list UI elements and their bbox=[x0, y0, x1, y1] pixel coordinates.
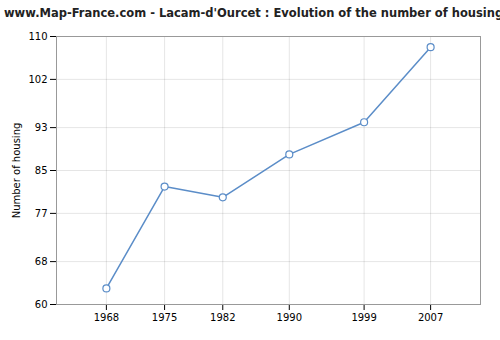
svg-text:110: 110 bbox=[28, 31, 47, 42]
svg-text:1975: 1975 bbox=[152, 312, 177, 323]
svg-text:1999: 1999 bbox=[351, 312, 376, 323]
svg-text:93: 93 bbox=[35, 122, 48, 133]
svg-text:68: 68 bbox=[35, 256, 48, 267]
svg-text:1982: 1982 bbox=[210, 312, 235, 323]
svg-text:102: 102 bbox=[28, 74, 47, 85]
svg-text:1990: 1990 bbox=[277, 312, 302, 323]
svg-text:85: 85 bbox=[35, 165, 48, 176]
svg-text:77: 77 bbox=[35, 208, 48, 219]
svg-text:2007: 2007 bbox=[418, 312, 443, 323]
svg-text:Number of housing: Number of housing bbox=[11, 123, 22, 219]
svg-text:1968: 1968 bbox=[94, 312, 119, 323]
svg-text:60: 60 bbox=[35, 299, 48, 310]
